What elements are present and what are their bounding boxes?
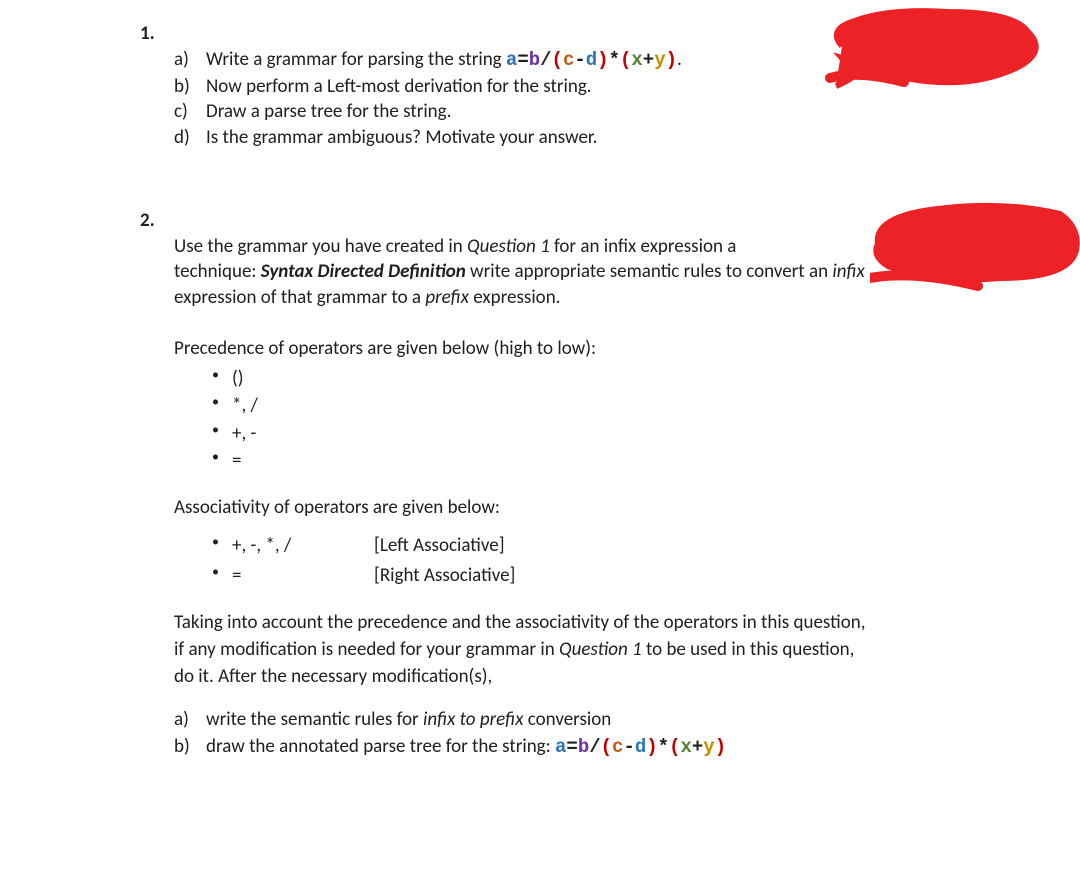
q2-a: a) write the semantic rules for infix to…: [174, 707, 1020, 734]
assoc-ops: =: [232, 561, 374, 590]
q2-b: b) draw the annotated parse tree for the…: [174, 734, 1020, 761]
q1-b-label: b): [174, 74, 192, 100]
redaction-top: [818, 4, 1058, 100]
precedence-item: (): [212, 365, 1020, 393]
q1-d-text: Is the grammar ambiguous? Motivate your …: [206, 125, 597, 151]
q2-b-label: b): [174, 734, 192, 761]
page: 1. a) Write a grammar for parsing the st…: [0, 0, 1080, 880]
expression-code: a=b/(c-d)*(x+y): [555, 736, 726, 758]
q2-subparts: a) write the semantic rules for infix to…: [174, 707, 1020, 761]
precedence-item: *, /: [212, 392, 1020, 420]
q1-d-label: d): [174, 125, 192, 151]
q2-a-label: a): [174, 707, 192, 734]
q2-a-text: write the semantic rules for infix to pr…: [206, 707, 611, 734]
redaction-side: [870, 200, 1080, 300]
assoc-row: • +, -, *, / [Left Associative]: [174, 531, 1020, 560]
precedence-section: Precedence of operators are given below …: [174, 336, 1020, 474]
precedence-item: =: [212, 447, 1020, 475]
associativity-section: Associativity of operators are given bel…: [174, 495, 1020, 590]
q2-modification-note: Taking into account the precedence and t…: [174, 610, 1020, 691]
q1-c: c) Draw a parse tree for the string.: [174, 99, 1020, 125]
assoc-ops: +, -, *, /: [232, 531, 374, 560]
q1-a-text: Write a grammar for parsing the string a…: [206, 47, 682, 74]
q1-c-label: c): [174, 99, 192, 125]
q1-a-label: a): [174, 47, 192, 74]
assoc-kind: [Right Associative]: [374, 561, 515, 590]
precedence-list: () *, / +, - =: [174, 365, 1020, 475]
precedence-heading: Precedence of operators are given below …: [174, 336, 1020, 362]
q1-d: d) Is the grammar ambiguous? Motivate yo…: [174, 125, 1020, 151]
expression-code: a=b/(c-d)*(x+y): [506, 49, 677, 71]
q1-c-text: Draw a parse tree for the string.: [206, 99, 451, 125]
precedence-item: +, -: [212, 420, 1020, 448]
associativity-heading: Associativity of operators are given bel…: [174, 495, 1020, 522]
q1-b-text: Now perform a Left-most derivation for t…: [206, 74, 592, 100]
q2-body: Use the grammar you have created in Ques…: [140, 234, 1020, 762]
q2-b-text: draw the annotated parse tree for the st…: [206, 734, 726, 761]
assoc-row: • = [Right Associative]: [174, 561, 1020, 590]
assoc-kind: [Left Associative]: [374, 531, 505, 560]
